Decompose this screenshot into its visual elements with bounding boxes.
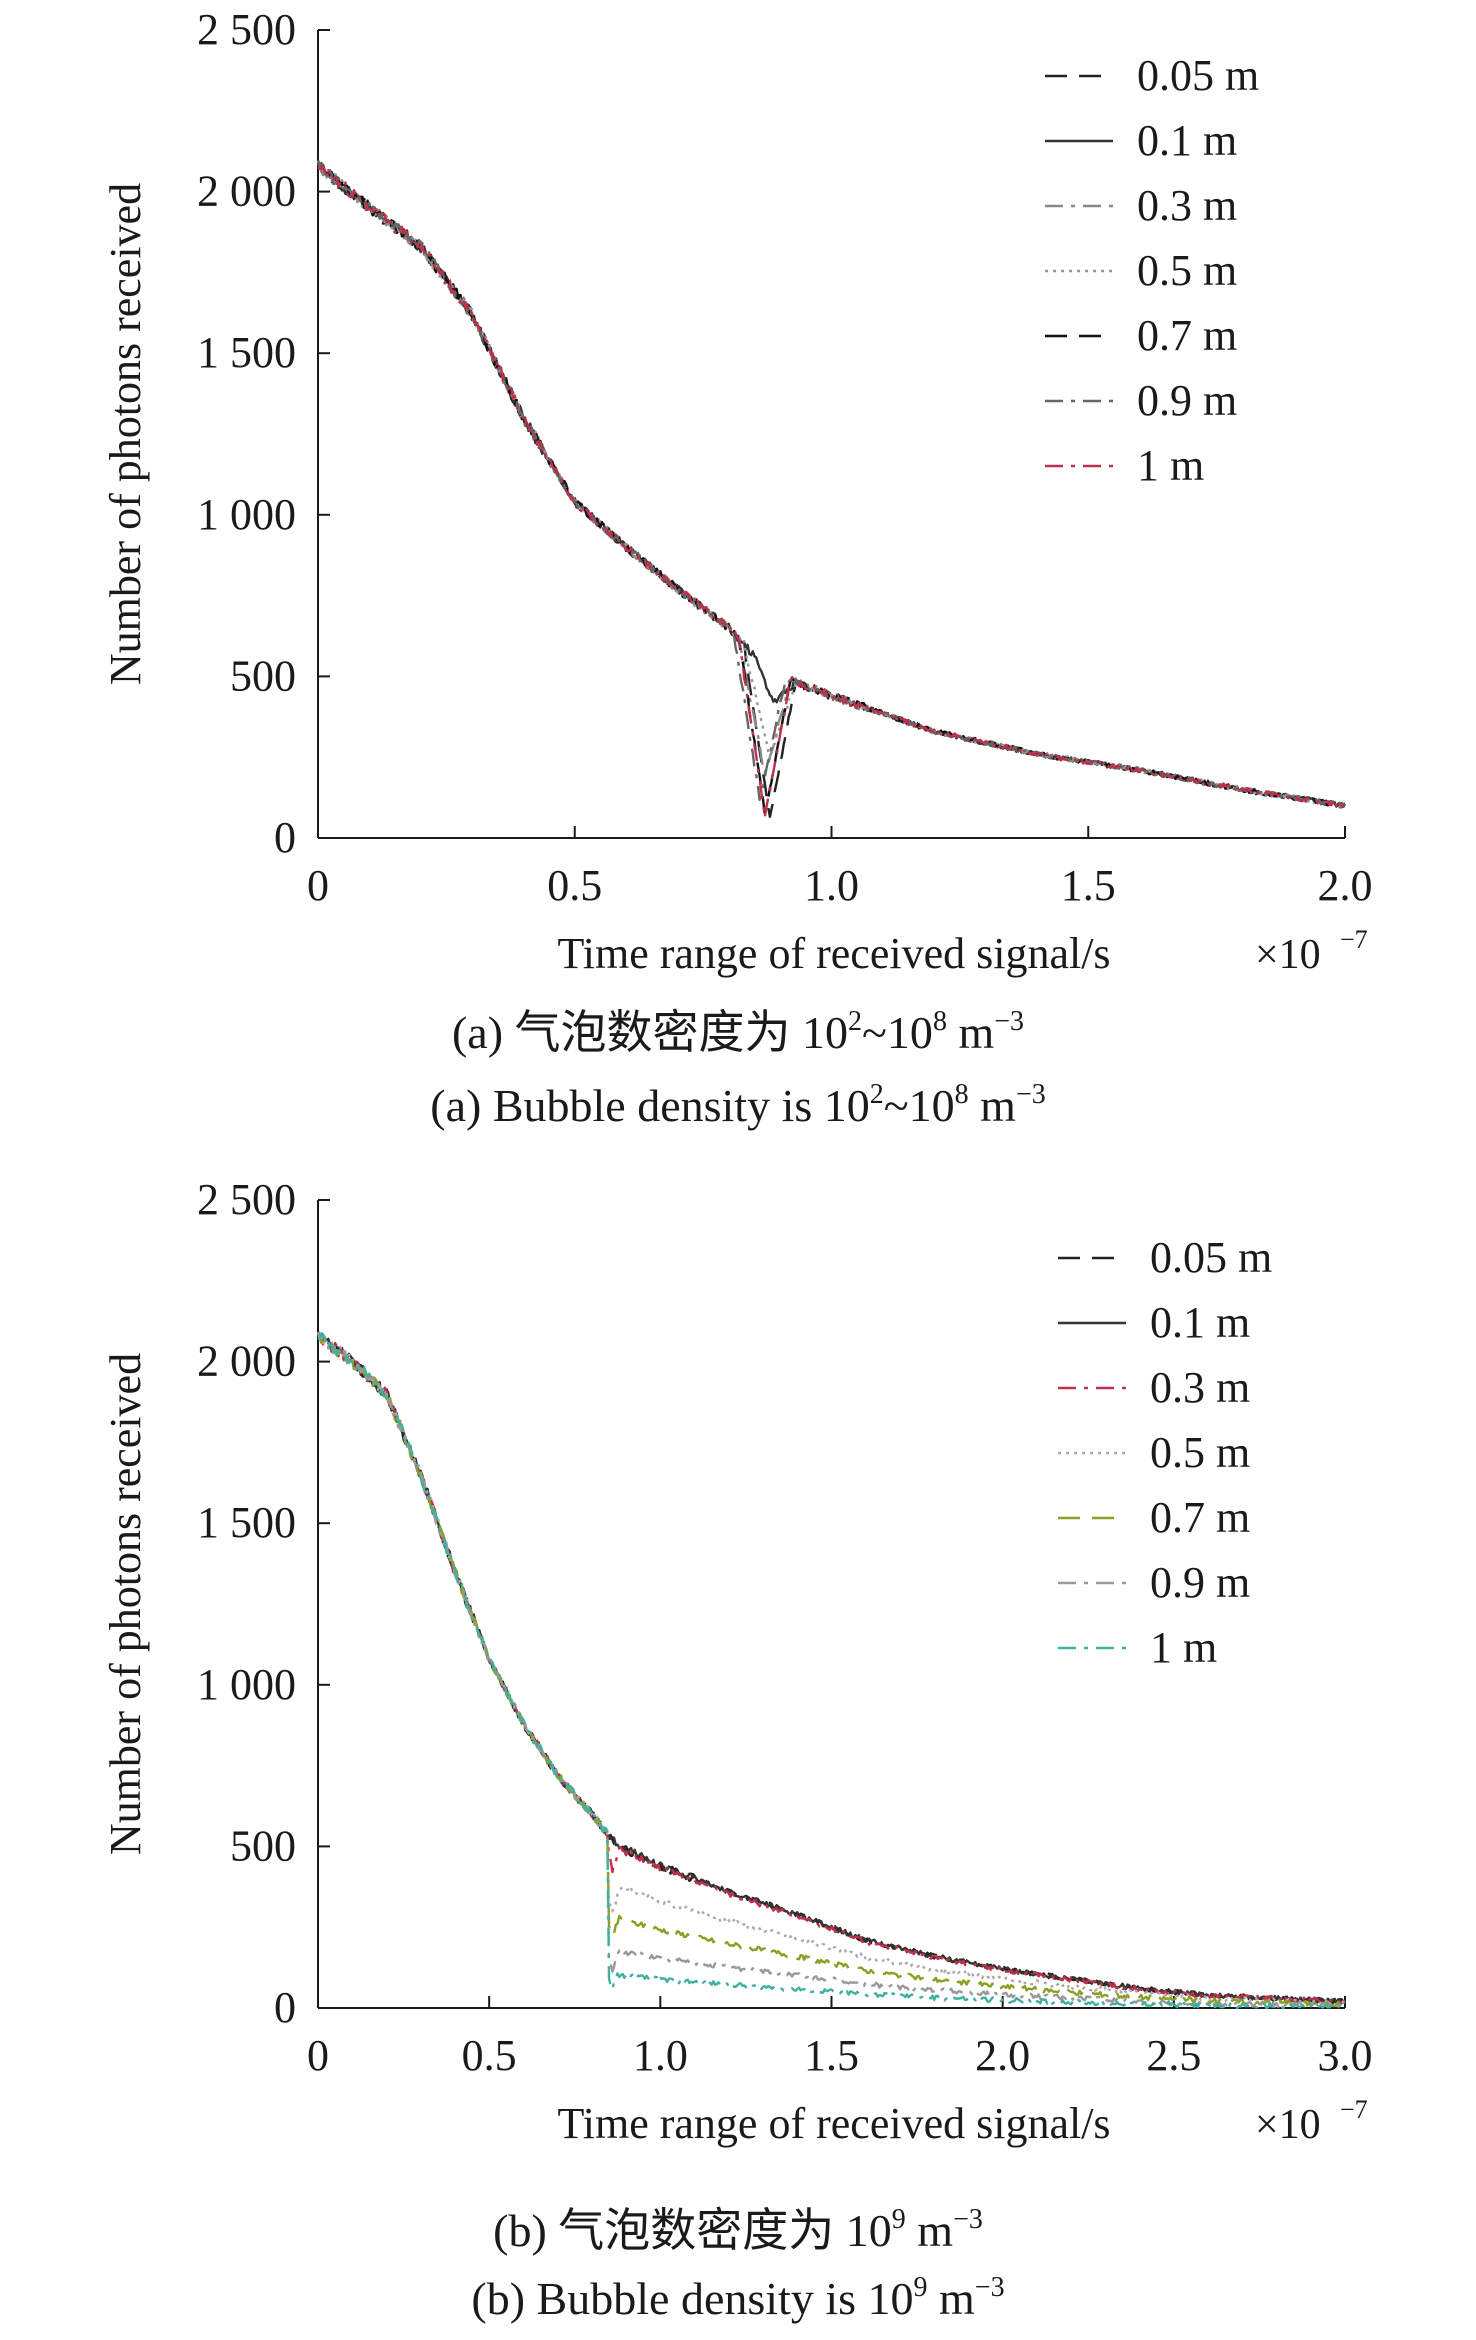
legend-label: 0.3 m — [1137, 181, 1237, 230]
caption-cn-a-exp3: −3 — [994, 1006, 1025, 1037]
y-tick-label: 2 000 — [197, 167, 296, 216]
caption-cn-a-unit: m — [946, 1007, 995, 1058]
caption-cn-a: (a) 气泡数密度为 102~108 m−3 — [0, 1005, 1476, 1061]
legend-label: 0.3 m — [1150, 1363, 1250, 1412]
caption-en-a-unit: m — [968, 1080, 1016, 1131]
caption-cn-b-unit: m — [905, 2205, 954, 2256]
y-axis-label: Number of photons received — [101, 1353, 150, 1855]
x-tick-label: 0 — [307, 2031, 329, 2080]
x-tick-label: 1.5 — [804, 2031, 859, 2080]
x-axis-label: Time range of received signal/s — [557, 929, 1110, 978]
x-tick-label: 1.5 — [1061, 861, 1116, 910]
caption-cn-b-text: (b) 气泡数密度为 10 — [493, 2205, 892, 2256]
caption-cn-a-exp1: 2 — [848, 1006, 863, 1037]
caption-en-a-exp1: 2 — [869, 1079, 884, 1110]
caption-en-a-exp3: −3 — [1015, 1079, 1046, 1110]
legend-label: 0.05 m — [1150, 1233, 1272, 1282]
caption-en-b-exp3: −3 — [974, 2272, 1005, 2303]
caption-en-a: (a) Bubble density is 102~108 m−3 — [0, 1078, 1476, 1134]
legend-label: 0.5 m — [1150, 1428, 1250, 1477]
y-tick-label: 2 500 — [197, 5, 296, 54]
legend-label: 1 m — [1137, 441, 1204, 490]
legend-label: 0.7 m — [1137, 311, 1237, 360]
caption-cn-a-text: (a) 气泡数密度为 10 — [451, 1007, 849, 1058]
x-tick-label: 1.0 — [804, 861, 859, 910]
y-axis-label: Number of photons received — [101, 183, 150, 685]
caption-en-a-text: (a) Bubble density is 10 — [430, 1080, 870, 1131]
legend-label: 1 m — [1150, 1623, 1217, 1672]
x-tick-label: 0.5 — [547, 861, 602, 910]
legend-label: 0.1 m — [1137, 116, 1237, 165]
x-multiplier-exp: −7 — [1340, 925, 1368, 954]
caption-cn-a-mid: ~10 — [862, 1007, 933, 1058]
y-tick-label: 1 500 — [197, 328, 296, 377]
x-tick-label: 0.5 — [462, 2031, 517, 2080]
series-line — [316, 160, 1346, 808]
caption-cn-b-exp1: 9 — [891, 2204, 906, 2235]
legend-label: 0.1 m — [1150, 1298, 1250, 1347]
legend-label: 0.5 m — [1137, 246, 1237, 295]
caption-en-b-unit: m — [927, 2273, 975, 2324]
y-tick-label: 500 — [230, 1821, 296, 1870]
x-tick-label: 2.5 — [1146, 2031, 1201, 2080]
caption-cn-b-exp3: −3 — [953, 2204, 983, 2235]
chart-panel-a: 0 500 1 000 1 500 2 000 2 500 0 0.5 1.0 1.5 2.0 Tim… — [0, 5, 1476, 1134]
x-tick-label: 2.0 — [975, 2031, 1030, 2080]
y-tick-label: 1 000 — [197, 1660, 296, 1709]
legend-label: 0.9 m — [1150, 1558, 1250, 1607]
legend-label: 0.9 m — [1137, 376, 1237, 425]
x-multiplier-exp: −7 — [1340, 2095, 1368, 2124]
x-tick-label: 0 — [307, 861, 329, 910]
legend-label: 0.05 m — [1137, 51, 1259, 100]
x-tick-label: 3.0 — [1318, 2031, 1373, 2080]
series-line — [317, 1332, 1346, 2008]
y-tick-label: 500 — [230, 651, 296, 700]
caption-en-a-mid: ~10 — [883, 1080, 955, 1131]
x-tick-label: 1.0 — [633, 2031, 688, 2080]
caption-cn-b: (b) 气泡数密度为 109 m−3 — [0, 2203, 1476, 2259]
x-tick-label: 2.0 — [1318, 861, 1373, 910]
caption-en-a-exp2: 8 — [954, 1079, 969, 1110]
y-tick-label: 0 — [274, 1983, 296, 2032]
caption-en-b-text: (b) Bubble density is 10 — [471, 2273, 914, 2324]
y-tick-label: 1 000 — [197, 490, 296, 539]
series-line — [317, 1331, 1346, 2010]
y-tick-label: 2 000 — [197, 1337, 296, 1386]
x-multiplier: ×10 — [1255, 2102, 1321, 2148]
y-tick-label: 1 500 — [197, 1498, 296, 1547]
caption-en-b-exp1: 9 — [913, 2272, 928, 2303]
chart-panel-b: 0 500 1 000 1 500 2 000 2 500 0 0.5 1.0 1.5 2.0 2.5… — [0, 1170, 1476, 2340]
legend-label: 0.7 m — [1150, 1493, 1250, 1542]
x-multiplier: ×10 — [1255, 932, 1321, 978]
chart-b: 0 500 1 000 1 500 2 000 2 500 0 0.5 1.0 1.5 2.0 2.5… — [101, 1175, 1373, 2148]
caption-cn-a-exp2: 8 — [932, 1006, 947, 1037]
y-tick-label: 0 — [274, 813, 296, 862]
chart-a: 0 500 1 000 1 500 2 000 2 500 0 0.5 1.0 1.5 2.0 Tim… — [101, 5, 1373, 978]
x-axis-label: Time range of received signal/s — [557, 2099, 1110, 2148]
caption-en-b: (b) Bubble density is 109 m−3 — [0, 2271, 1476, 2327]
y-tick-label: 2 500 — [197, 1175, 296, 1224]
